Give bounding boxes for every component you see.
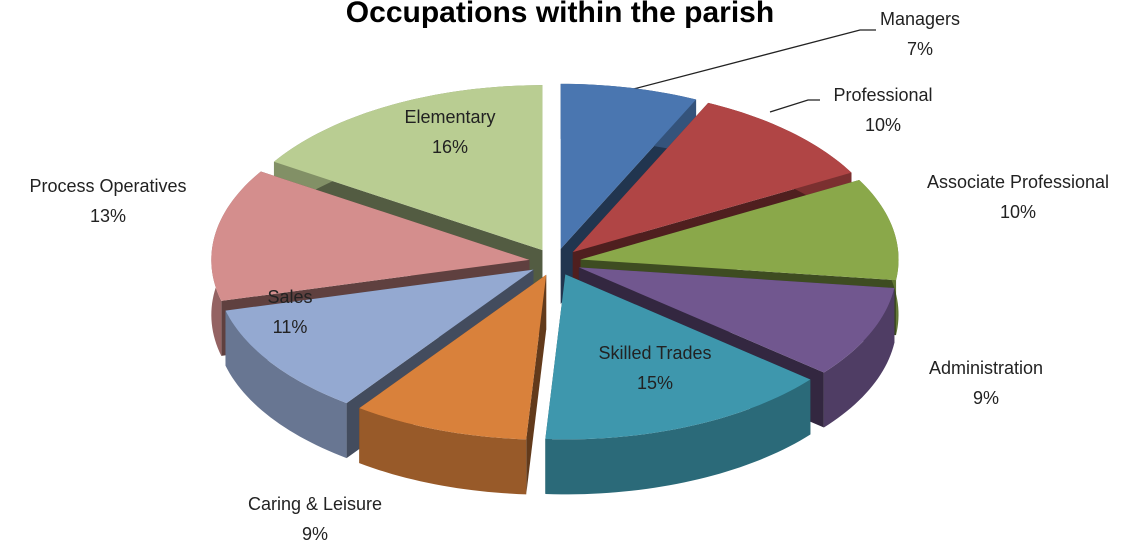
chart-title: Occupations within the parish <box>346 0 774 29</box>
slice-label: Process Operatives <box>29 176 186 196</box>
leader-line <box>769 99 820 113</box>
slice-label: Associate Professional <box>927 172 1109 192</box>
slice-value-label: 9% <box>302 524 328 543</box>
slice-top <box>572 102 852 253</box>
slice-value-label: 11% <box>273 317 308 337</box>
slice-top <box>211 171 530 301</box>
slice-wall <box>359 408 527 495</box>
slice-top <box>225 269 534 404</box>
slice-value-label: 9% <box>973 388 999 408</box>
pie-slice <box>359 274 547 495</box>
slice-value-label: 10% <box>1000 202 1036 222</box>
slice-top <box>545 274 811 440</box>
labels: Managers 7% Professional 10% Associate Profe… <box>29 9 1109 543</box>
slice-label: Skilled Trades <box>598 343 711 363</box>
pie <box>211 83 899 495</box>
slice-top <box>578 267 895 373</box>
slice-wall <box>823 288 895 428</box>
slice-label: Managers <box>880 9 960 29</box>
slice-value-label: 10% <box>865 115 901 135</box>
pie-slice <box>545 274 811 495</box>
slice-label: Elementary <box>404 107 495 127</box>
slice-value-label: 13% <box>90 206 126 226</box>
slice-value-label: 15% <box>637 373 673 393</box>
slice-top <box>359 274 547 440</box>
slice-wall <box>225 310 347 459</box>
slice-label: Caring & Leisure <box>248 494 382 514</box>
slice-top <box>560 83 697 249</box>
slice-label: Administration <box>929 358 1043 378</box>
slice-value-label: 16% <box>432 137 468 157</box>
slice-label: Professional <box>833 85 932 105</box>
slice-label: Sales <box>267 287 312 307</box>
leader-line <box>621 29 876 93</box>
slice-wall <box>545 379 811 495</box>
slice-value-label: 7% <box>907 39 933 59</box>
slice-top <box>273 85 543 251</box>
slice-top <box>580 179 899 281</box>
